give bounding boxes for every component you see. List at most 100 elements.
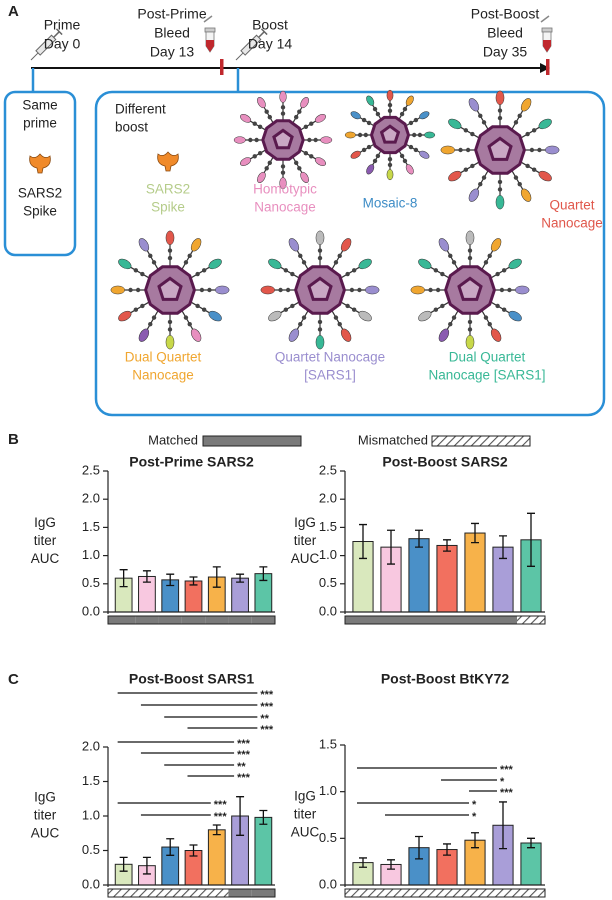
rbd [465,230,475,246]
linker [148,321,153,327]
rbd [366,95,375,106]
linker [451,315,457,320]
spoke [340,301,361,314]
linker [183,315,189,320]
linker [408,144,414,150]
y-axis-label: IgG [34,515,56,530]
linker [483,315,489,320]
spoke [476,109,489,130]
spoke [190,266,211,279]
rbd [350,111,361,120]
immunogen-label: Dual Quartet [125,350,202,365]
spoke [263,157,274,174]
linker [183,260,189,265]
y-tick-label: 0.5 [319,575,337,590]
rbd [214,285,230,295]
timeline-label: Day 13 [150,44,195,60]
linker [317,319,323,325]
cage-inner [272,128,294,150]
match-strip [251,616,275,624]
linker [140,271,145,277]
match-strip [489,889,517,897]
linker [357,132,363,138]
rbd [320,136,333,144]
linker [252,121,257,126]
timeline-label: Prime [44,17,81,33]
spoke [300,120,317,131]
error-bar [189,844,198,857]
linker [187,321,192,327]
error-bar [359,523,367,560]
y-tick-label: 0.0 [82,603,100,618]
rbd [288,238,300,252]
y-axis-label: AUC [291,825,320,840]
rbd [405,164,414,175]
significance-label: ** [237,761,246,773]
match-strip [517,889,545,897]
linker [309,121,314,126]
error-bar [471,522,479,544]
immunogen-label: Spike [151,200,185,215]
rbd [118,258,132,270]
significance-label: * [472,799,477,811]
linker [264,109,269,114]
y-tick-label: 0.5 [82,842,100,857]
rbd [260,285,276,295]
bar [254,816,273,886]
match-strip [517,616,545,624]
rbd [490,328,502,342]
rbd [240,157,252,166]
spoke [279,301,300,314]
match-strip [181,616,206,624]
panel-label: B [8,431,19,448]
linker [478,113,483,119]
linker [317,327,323,332]
match-strip [158,889,182,897]
rbd [468,98,480,112]
spoke [481,310,494,331]
spoke [190,301,211,314]
spoke [146,249,159,270]
rbd [257,97,266,109]
y-axis-label: IgG [294,515,316,530]
legend-label: Matched [148,432,198,447]
spoke [296,249,309,270]
linker [525,131,530,137]
legend-swatch [202,435,302,447]
error-bar [259,809,268,825]
linker [345,271,350,277]
immunogen-label: Quartet Nanocage [275,350,385,365]
rbd [190,238,202,252]
y-tick-label: 2.0 [319,491,337,506]
linker [481,120,487,125]
box-heading: Same [22,98,57,113]
linker [402,106,408,112]
y-tick-label: 0.5 [82,575,100,590]
linker [470,163,475,169]
timeline-label: Bleed [154,25,190,41]
box-heading: prime [23,116,57,131]
spoke [371,104,382,120]
y-axis-label: AUC [291,551,320,566]
rbd [233,136,246,144]
syringe [235,28,268,61]
linker [467,327,473,332]
spoke [340,266,361,279]
nanocage [260,230,380,350]
spoke [511,109,524,130]
rbd [340,328,352,342]
linker [309,154,314,159]
linker [467,248,473,253]
spoke [476,170,489,191]
immunogen-label: SARS2 [146,182,190,197]
error-bar [415,529,423,548]
linker [408,120,414,126]
rbd [240,114,252,123]
linker [458,147,463,153]
linker [497,115,503,121]
linker [195,271,200,277]
rbd [279,90,287,103]
linker [307,137,312,143]
spoke [181,249,194,270]
immunogen-label: SARS2 [18,186,62,201]
